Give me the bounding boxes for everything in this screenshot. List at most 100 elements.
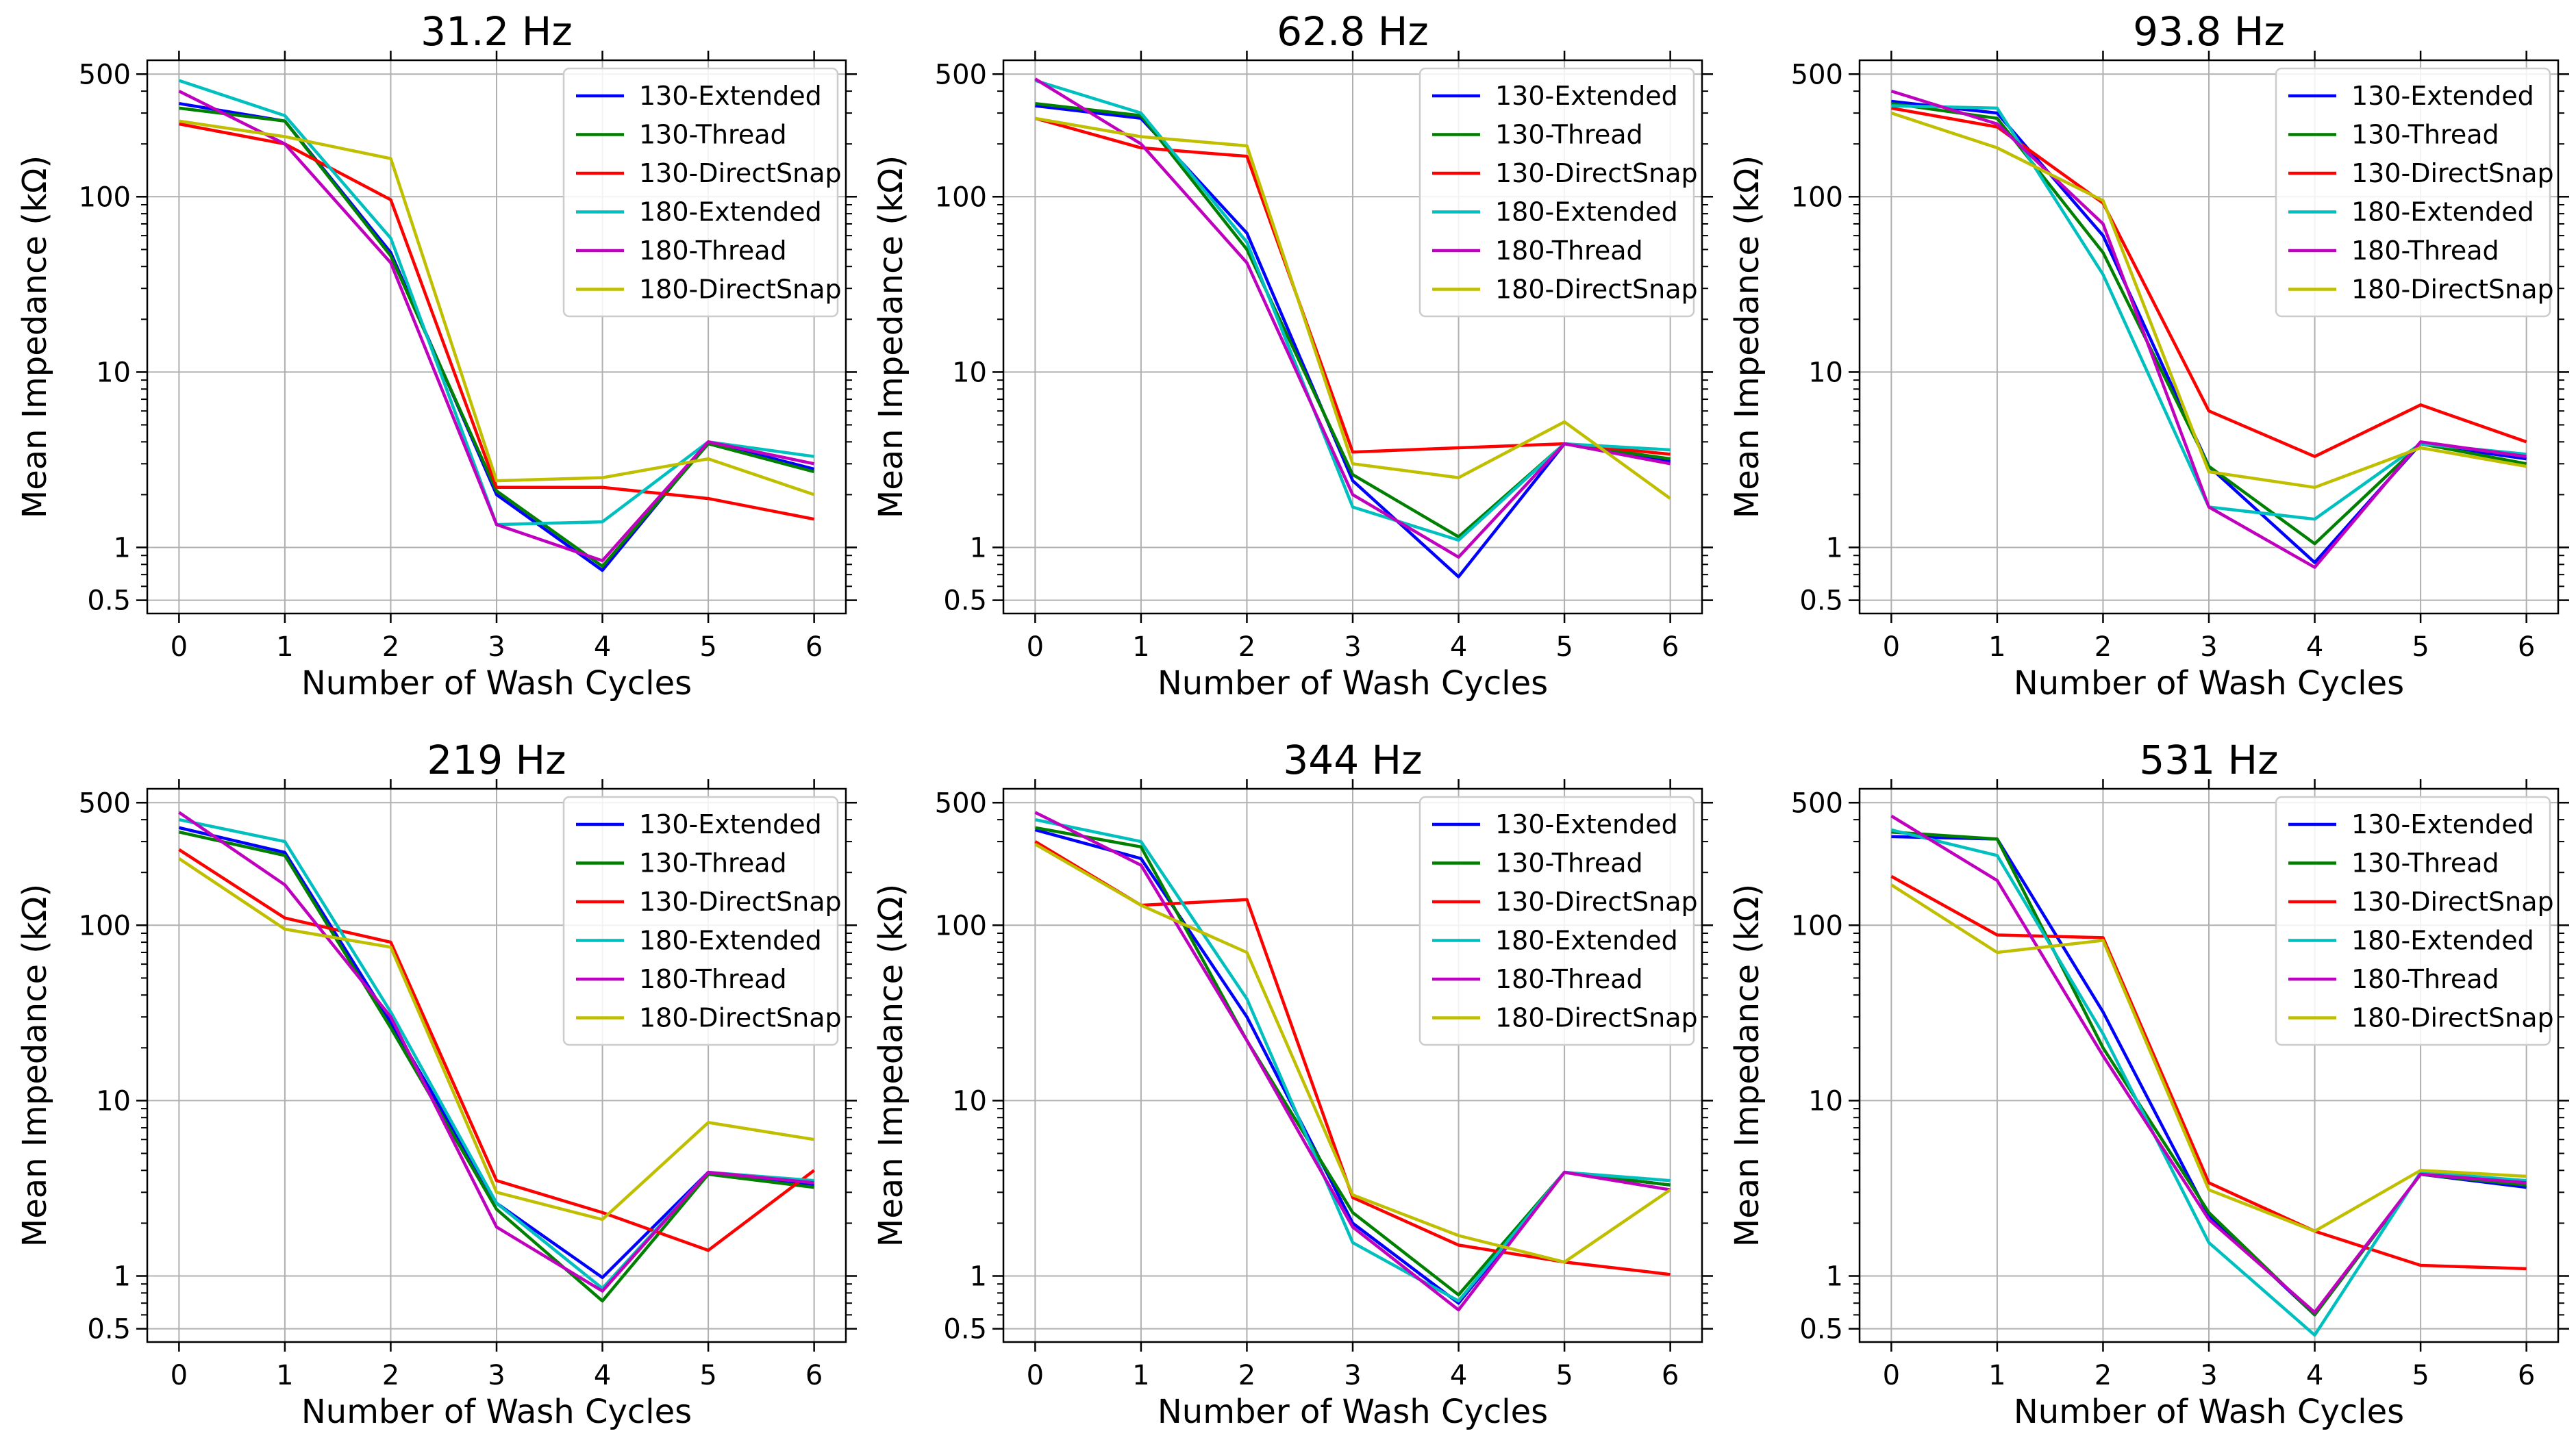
y-tick-label: 500 xyxy=(935,787,987,819)
series-line-180-directsnap xyxy=(1034,842,1671,1264)
y-tick-label: 0.5 xyxy=(943,585,987,617)
x-tick-label: 5 xyxy=(2412,1360,2429,1391)
chart-title: 62.8 Hz xyxy=(1277,8,1429,55)
x-axis-label: Number of Wash Cycles xyxy=(301,1393,692,1431)
x-tick-label: 0 xyxy=(1883,631,1900,663)
legend: 130-Extended 130-Thread 130-DirectSnap 180-… xyxy=(1418,67,1698,318)
series-line-180-thread xyxy=(178,811,814,1293)
x-tick-label: 6 xyxy=(805,631,823,663)
legend-label: 130-DirectSnap xyxy=(2351,158,2554,188)
y-tick-label: 10 xyxy=(96,357,131,388)
x-axis-label: Number of Wash Cycles xyxy=(1158,1393,1548,1431)
x-axis-label: Number of Wash Cycles xyxy=(2014,664,2404,703)
y-tick-label: 1 xyxy=(1826,1261,1843,1293)
x-tick-label: 1 xyxy=(276,1360,293,1391)
legend-label: 130-Thread xyxy=(2351,848,2499,878)
x-tick-label: 1 xyxy=(1132,1360,1149,1391)
legend-label: 130-Extended xyxy=(1495,81,1678,111)
legend-label: 130-Extended xyxy=(1495,809,1678,839)
series-line-130-directsnap xyxy=(1891,106,2527,458)
y-tick-label: 1 xyxy=(970,533,987,564)
legend-label: 180-DirectSnap xyxy=(639,275,842,305)
y-tick-label: 10 xyxy=(1808,357,1843,388)
y-tick-label: 10 xyxy=(96,1085,131,1117)
legend-label: 130-Thread xyxy=(1495,120,1643,150)
y-axis-label: Mean Impedance (kΩ) xyxy=(16,884,54,1247)
legend-label: 130-DirectSnap xyxy=(2351,887,2554,917)
legend-label: 180-Extended xyxy=(639,926,822,956)
x-tick-label: 4 xyxy=(2306,1360,2323,1391)
legend-label: 180-Extended xyxy=(2351,926,2534,956)
legend-label: 180-DirectSnap xyxy=(2351,1003,2554,1033)
chart-panel-4: 0 1 2 3 4 5 6 0.5 1 10 100 500 344 Hz Number of Wash … xyxy=(872,737,1713,1431)
x-tick-label: 1 xyxy=(1988,631,2005,663)
x-tick-label: 3 xyxy=(488,631,505,663)
x-tick-label: 3 xyxy=(2200,631,2217,663)
chart-panel-3: 0 1 2 3 4 5 6 0.5 1 10 100 500 219 Hz Number of Wash … xyxy=(16,737,857,1431)
y-tick-label: 1 xyxy=(114,533,131,564)
y-tick-label: 100 xyxy=(935,910,987,941)
chart-title: 219 Hz xyxy=(427,737,566,783)
legend-label: 180-DirectSnap xyxy=(639,1003,842,1033)
x-tick-label: 5 xyxy=(1555,1360,1573,1391)
legend: 130-Extended 130-Thread 130-DirectSnap 180-… xyxy=(562,796,842,1046)
y-tick-label: 0.5 xyxy=(1799,1314,1843,1345)
x-tick-label: 6 xyxy=(2518,1360,2535,1391)
chart-panel-0: 0 1 2 3 4 5 6 0.5 1 10 100 500 31.2 Hz Number of Wash… xyxy=(16,8,857,703)
y-axis-label: Mean Impedance (kΩ) xyxy=(1728,884,1766,1247)
legend-label: 180-Thread xyxy=(2351,236,2499,266)
series-line-180-directsnap xyxy=(1890,883,2527,1233)
y-tick-label: 0.5 xyxy=(87,585,131,617)
x-axis-label: Number of Wash Cycles xyxy=(301,664,692,703)
legend: 130-Extended 130-Thread 130-DirectSnap 180-… xyxy=(1418,796,1698,1046)
x-tick-label: 4 xyxy=(594,1360,611,1391)
x-tick-label: 5 xyxy=(699,1360,716,1391)
x-tick-label: 2 xyxy=(1238,1360,1255,1391)
legend-box xyxy=(2275,796,2551,1046)
legend-label: 130-Extended xyxy=(639,81,822,111)
x-tick-label: 4 xyxy=(1450,1360,1467,1391)
legend-label: 180-Thread xyxy=(639,964,787,994)
x-tick-label: 2 xyxy=(1238,631,1255,663)
chart-panel-1: 0 1 2 3 4 5 6 0.5 1 10 100 500 62.8 Hz Number of Wash… xyxy=(872,8,1713,703)
y-tick-label: 0.5 xyxy=(1799,585,1843,617)
x-tick-label: 1 xyxy=(1132,631,1149,663)
x-tick-label: 5 xyxy=(2412,631,2429,663)
x-tick-label: 2 xyxy=(2094,631,2112,663)
legend-label: 130-Thread xyxy=(639,120,787,150)
y-tick-label: 100 xyxy=(935,181,987,213)
x-tick-label: 0 xyxy=(171,631,188,663)
legend-label: 130-Thread xyxy=(639,848,787,878)
legend-label: 180-DirectSnap xyxy=(2351,275,2554,305)
legend-label: 130-Thread xyxy=(1495,848,1643,878)
y-tick-label: 1 xyxy=(114,1261,131,1293)
series-line-180-directsnap xyxy=(178,857,814,1222)
legend-label: 130-DirectSnap xyxy=(1495,887,1698,917)
series-line-180-thread xyxy=(1034,77,1671,559)
series-line-130-directsnap xyxy=(178,848,815,1252)
x-axis-label: Number of Wash Cycles xyxy=(2014,1393,2404,1431)
series-line-180-thread xyxy=(1890,89,2527,569)
y-tick-label: 10 xyxy=(1808,1085,1843,1117)
legend-label: 180-DirectSnap xyxy=(1495,275,1698,305)
y-axis-label: Mean Impedance (kΩ) xyxy=(16,155,54,518)
legend-box xyxy=(2275,67,2551,318)
series-line-180-directsnap xyxy=(179,119,815,496)
legend-label: 130-DirectSnap xyxy=(1495,158,1698,188)
x-tick-label: 6 xyxy=(805,1360,823,1391)
x-axis-label: Number of Wash Cycles xyxy=(1158,664,1548,703)
chart-title: 93.8 Hz xyxy=(2133,8,2285,55)
legend: 130-Extended 130-Thread 130-DirectSnap 180-… xyxy=(562,67,842,318)
y-tick-label: 1 xyxy=(1826,533,1843,564)
y-tick-label: 100 xyxy=(1791,910,1843,941)
legend-label: 180-Extended xyxy=(1495,926,1678,956)
chart-panel-2: 0 1 2 3 4 5 6 0.5 1 10 100 500 93.8 Hz Number of Wash… xyxy=(1728,8,2569,703)
x-tick-label: 6 xyxy=(2518,631,2535,663)
x-tick-label: 0 xyxy=(1027,1360,1044,1391)
x-tick-label: 2 xyxy=(382,631,399,663)
y-tick-label: 0.5 xyxy=(943,1314,987,1345)
legend-label: 180-Extended xyxy=(639,197,822,227)
y-tick-label: 100 xyxy=(1791,181,1843,213)
legend: 130-Extended 130-Thread 130-DirectSnap 180-… xyxy=(2275,796,2554,1046)
